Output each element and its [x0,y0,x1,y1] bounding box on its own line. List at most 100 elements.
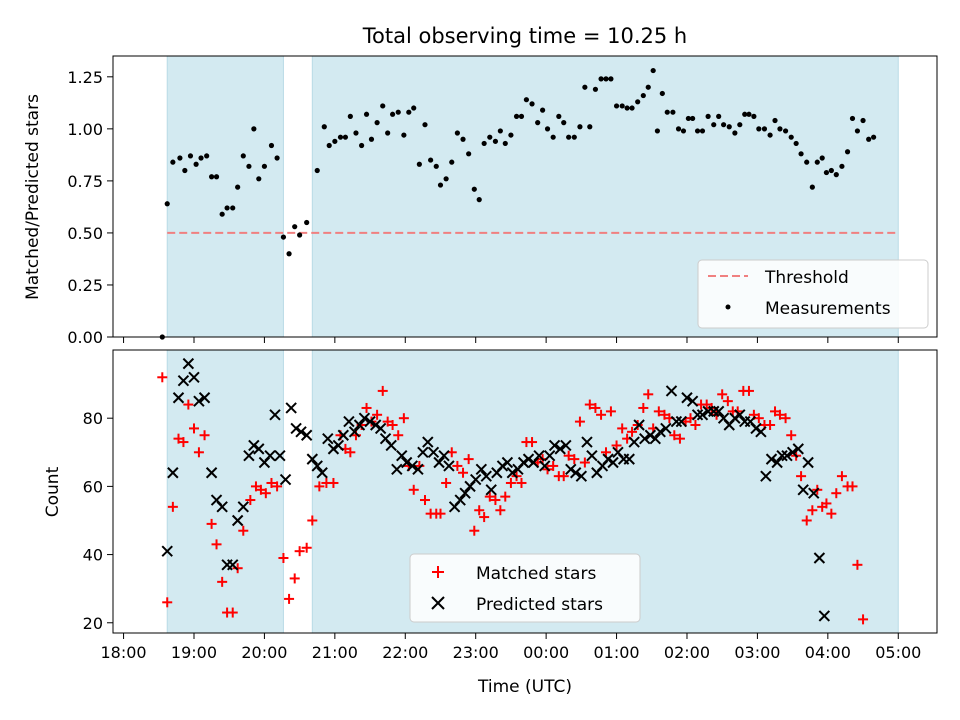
measurement-point [556,113,562,119]
predicted-star-point [813,552,826,564]
matched-star-point [260,488,271,499]
matched-star-point [211,539,222,550]
measurement-point [675,126,682,132]
measurement-point [374,120,380,126]
predicted-star-point [385,439,397,452]
measurement-point [219,211,225,217]
bottom-predicted-points [161,357,831,622]
measurement-point [326,142,332,149]
measurement-point [737,122,743,128]
matched-star-point [627,426,638,437]
matched-star-point [178,437,189,448]
matched-star-point [463,454,474,465]
matched-star-point [345,447,356,458]
predicted-star-point [560,439,572,452]
measurement-point [332,138,338,144]
matched-star-point [831,488,842,499]
matched-star-point [217,576,228,587]
measurement-point [261,163,268,169]
matched-star-point [505,477,516,488]
measurement-point [839,163,845,169]
predicted-star-point [522,453,535,465]
measurement-point [523,97,530,103]
measurement-point [705,113,711,119]
measurement-point [292,224,298,230]
measurement-point [613,103,620,109]
matched-star-point [490,495,501,506]
top-measurement-points [159,67,877,340]
measurement-point [844,149,851,155]
matched-star-point [452,460,463,471]
measurement-point [297,232,303,238]
predicted-star-point [193,395,205,407]
measurement-point [540,107,546,113]
predicted-star-point [316,467,328,479]
bottom-y-tick-label: 80 [83,409,103,428]
matched-star-point [548,460,559,471]
predicted-star-point [374,422,387,435]
top-legend: Threshold Measurements [697,259,929,329]
matched-star-point [826,508,837,519]
measurement-point [699,128,706,134]
matched-star-point [495,505,506,516]
measurement-point [860,117,866,124]
bottom-matched-points [157,372,869,625]
predicted-star-point [628,436,640,448]
predicted-star-point [639,432,651,445]
legend-measurement-label: Measurements [765,299,891,319]
measurement-point [640,92,646,99]
measurement-point [368,136,375,142]
predicted-star-point [818,610,831,622]
measurement-point [380,103,386,109]
bottom-y-axis: 20 40 60 80 [83,409,113,633]
matched-star-point [643,389,654,400]
measurement-point [544,126,551,132]
predicted-star-point [454,494,466,506]
measurement-point [871,134,877,140]
matched-star-point [289,573,300,584]
matched-star-point [393,430,404,441]
matched-star-point [361,402,372,413]
measurement-point [645,84,651,90]
predicted-star-point [177,374,190,387]
measurement-point [213,174,220,180]
measurement-point [793,140,799,147]
top-y-axis-label: Matched/Predicted stars [23,94,43,300]
legend-matched-label: Matched stars [476,564,596,584]
matched-star-point [469,525,480,536]
measurement-point [230,205,236,211]
top-x-ticks [123,337,899,343]
matched-star-point [232,563,243,574]
measurement-point [280,234,287,240]
legend-predicted-swatch [431,596,445,610]
top-y-tick-label: 0.50 [67,224,103,243]
predicted-star-point [422,436,434,448]
matched-star-point [167,501,178,512]
matched-star-point [743,385,754,396]
measurement-point [497,128,503,134]
measurement-point [513,113,520,119]
predicted-star-point [681,392,693,404]
bottom-x-axis: 18:00 19:00 20:00 21:00 22:00 23:00 00:00 01:00… [101,633,921,662]
bottom-legend-box [409,553,641,623]
matched-star-point [753,413,764,424]
predicted-star-point [565,463,577,476]
measurement-point [571,134,577,140]
predicted-star-point [623,453,635,465]
matched-star-point [858,614,869,625]
bottom-y-tick-label: 20 [83,614,103,633]
predicted-star-point [543,449,556,462]
matched-star-point [852,559,863,570]
measurement-point [502,140,508,147]
predicted-star-point [443,460,455,472]
matched-star-point [796,471,807,482]
top-legend-box [697,259,929,329]
predicted-star-point [786,446,799,458]
predicted-star-point [343,415,355,428]
measurement-point [471,186,477,192]
top-y-tick-label: 1.00 [67,120,103,139]
predicted-star-point [237,501,249,513]
measurement-point [624,105,630,111]
matched-star-point [377,385,388,396]
measurement-point [716,113,722,119]
